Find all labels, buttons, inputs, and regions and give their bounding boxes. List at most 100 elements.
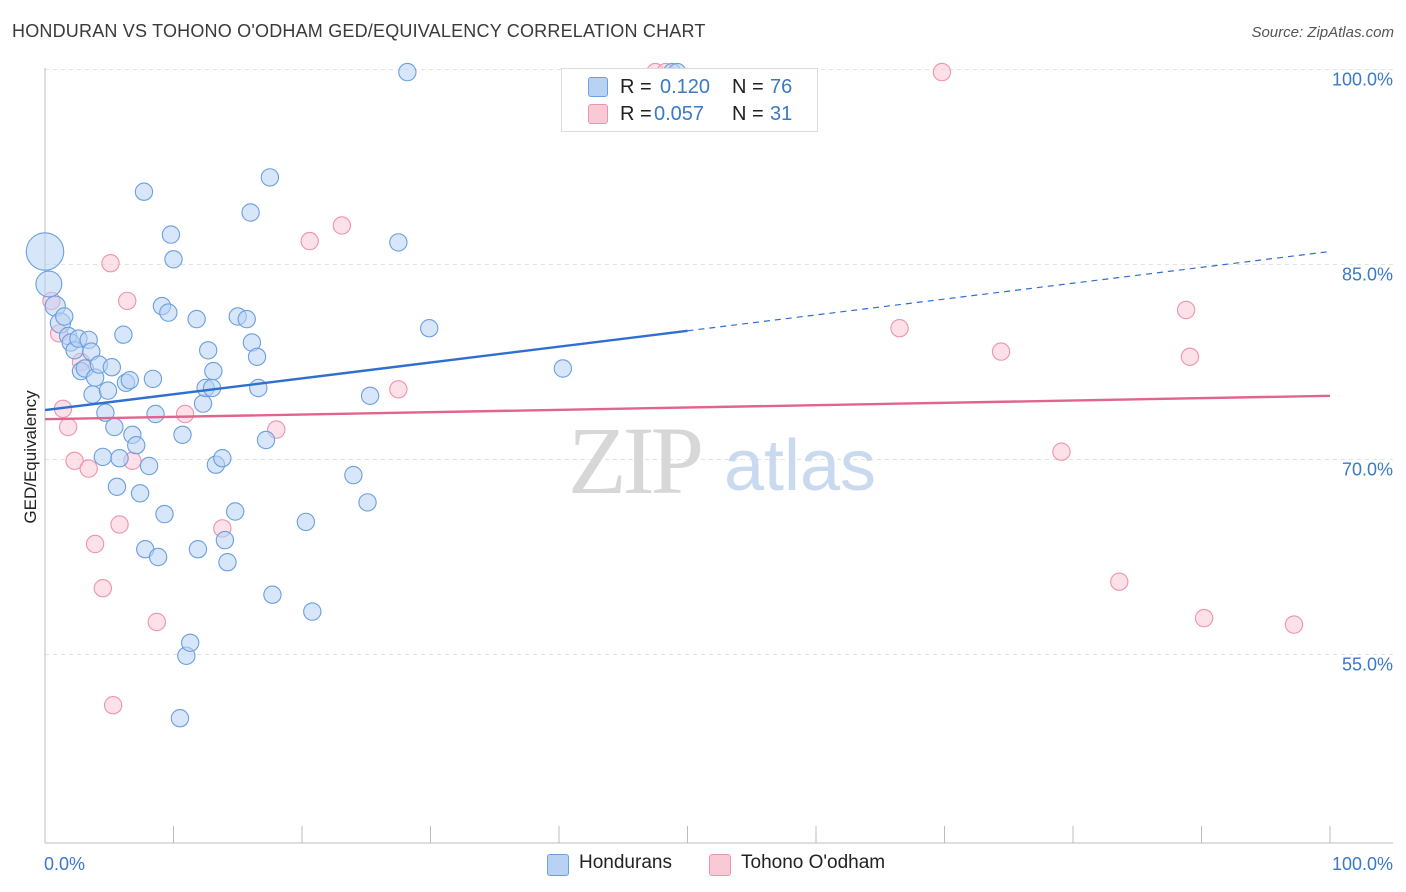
trend-lines <box>44 250 1331 421</box>
grid-lines <box>45 69 1393 655</box>
honduran-point <box>127 436 146 455</box>
tohono-point <box>932 62 952 82</box>
honduran-point <box>164 250 183 269</box>
honduran-point <box>134 182 154 201</box>
x-tick-label: 0.0% <box>44 854 85 874</box>
legend-label: Hondurans <box>579 852 672 873</box>
tohono-point <box>65 451 84 470</box>
honduran-point <box>93 447 113 467</box>
honduran-point <box>181 633 200 652</box>
honduran-point <box>247 347 267 366</box>
watermark-atlas: atlas <box>724 426 876 506</box>
tohono-point <box>300 231 319 251</box>
tohono-point <box>147 612 166 632</box>
tohono-point <box>103 696 123 715</box>
honduran-point <box>193 394 213 413</box>
tohono-point <box>332 216 352 235</box>
tohono-point <box>1194 608 1214 628</box>
r-value: 0.057 <box>654 103 705 125</box>
honduran-point <box>204 361 223 381</box>
honduran-point <box>218 553 237 572</box>
r-label: R = <box>620 76 652 98</box>
honduran-point <box>146 404 165 424</box>
honduran-point <box>148 547 168 567</box>
tohono-point <box>1052 442 1071 461</box>
y-tick-label: 55.0% <box>1342 655 1393 675</box>
source-label: Source: ZipAtlas.com <box>1251 24 1394 41</box>
honduran-point <box>55 307 74 326</box>
honduran-point <box>102 358 122 377</box>
honduran-trend-line <box>44 329 688 412</box>
honduran-point <box>155 504 174 524</box>
honduran-point <box>35 270 63 298</box>
tohono-point <box>1110 572 1129 591</box>
n-value: 76 <box>770 76 793 98</box>
y-tick-label: 85.0% <box>1342 265 1393 285</box>
honduran-point <box>114 325 133 344</box>
honduran-point <box>161 225 181 244</box>
r-value: 0.120 <box>660 76 711 98</box>
n-label: N = <box>732 76 764 98</box>
honduran-point <box>263 585 282 604</box>
legend-swatch-blue <box>588 77 608 97</box>
honduran-point <box>107 477 127 496</box>
honduran-point <box>139 456 159 476</box>
honduran-point <box>225 502 245 521</box>
tohono-point <box>389 380 408 399</box>
honduran-point <box>173 425 192 444</box>
honduran-point <box>213 449 232 468</box>
tohono-point <box>118 291 137 311</box>
honduran-point <box>256 430 276 450</box>
honduran-point <box>199 341 218 360</box>
honduran-point <box>120 371 139 390</box>
honduran-point <box>188 540 208 559</box>
n-label: N = <box>732 103 764 125</box>
correlation-legend: R = 0.120 N = 76 R = 0.057 N = 31 <box>561 68 818 132</box>
chart-title: HONDURAN VS TOHONO O'ODHAM GED/EQUIVALEN… <box>12 21 706 41</box>
honduran-point <box>260 168 280 187</box>
honduran-point <box>398 62 417 82</box>
legend-label: Tohono O'odham <box>741 852 886 873</box>
honduran-point <box>344 465 363 485</box>
y-tick-label: 70.0% <box>1342 460 1393 480</box>
honduran-point <box>170 709 190 728</box>
honduran-point <box>130 484 150 503</box>
tohono-point <box>85 534 105 554</box>
honduran-point <box>187 309 206 329</box>
honduran-point <box>83 385 102 404</box>
tohono-point <box>1180 347 1200 366</box>
honduran-point <box>241 203 260 222</box>
honduran-point <box>358 493 377 512</box>
tohono-point <box>110 515 129 534</box>
data-points <box>25 62 1304 728</box>
tohono-point <box>1176 300 1196 320</box>
legend-swatch-pink <box>709 854 731 876</box>
honduran-point <box>159 303 178 322</box>
legend-swatch-pink <box>588 104 608 124</box>
r-label: R = <box>620 103 652 125</box>
x-tick-label: 100.0% <box>1332 854 1393 874</box>
honduran-trend-extension <box>687 250 1331 332</box>
honduran-point <box>303 602 322 621</box>
tohono-point <box>93 579 113 598</box>
tohono-point <box>79 459 98 478</box>
tohono-point <box>890 319 909 338</box>
honduran-point <box>105 417 124 437</box>
honduran-point <box>553 359 573 378</box>
honduran-point <box>420 319 439 338</box>
tohono-point <box>101 254 120 273</box>
honduran-point <box>360 386 380 405</box>
honduran-point <box>110 449 129 468</box>
watermark-zip: ZIP <box>568 407 701 514</box>
tohono-point <box>1284 615 1304 634</box>
honduran-point <box>98 381 118 400</box>
honduran-point <box>237 309 256 329</box>
honduran-point <box>296 512 316 532</box>
axes: 55.0% 70.0% 85.0% 100.0% 0.0% 100.0% <box>44 68 1393 874</box>
tohono-point <box>58 417 78 437</box>
tohono-point <box>991 342 1011 361</box>
y-axis-label: GED/Equivalency <box>21 390 40 524</box>
honduran-point <box>215 530 235 550</box>
honduran-point <box>389 233 408 252</box>
